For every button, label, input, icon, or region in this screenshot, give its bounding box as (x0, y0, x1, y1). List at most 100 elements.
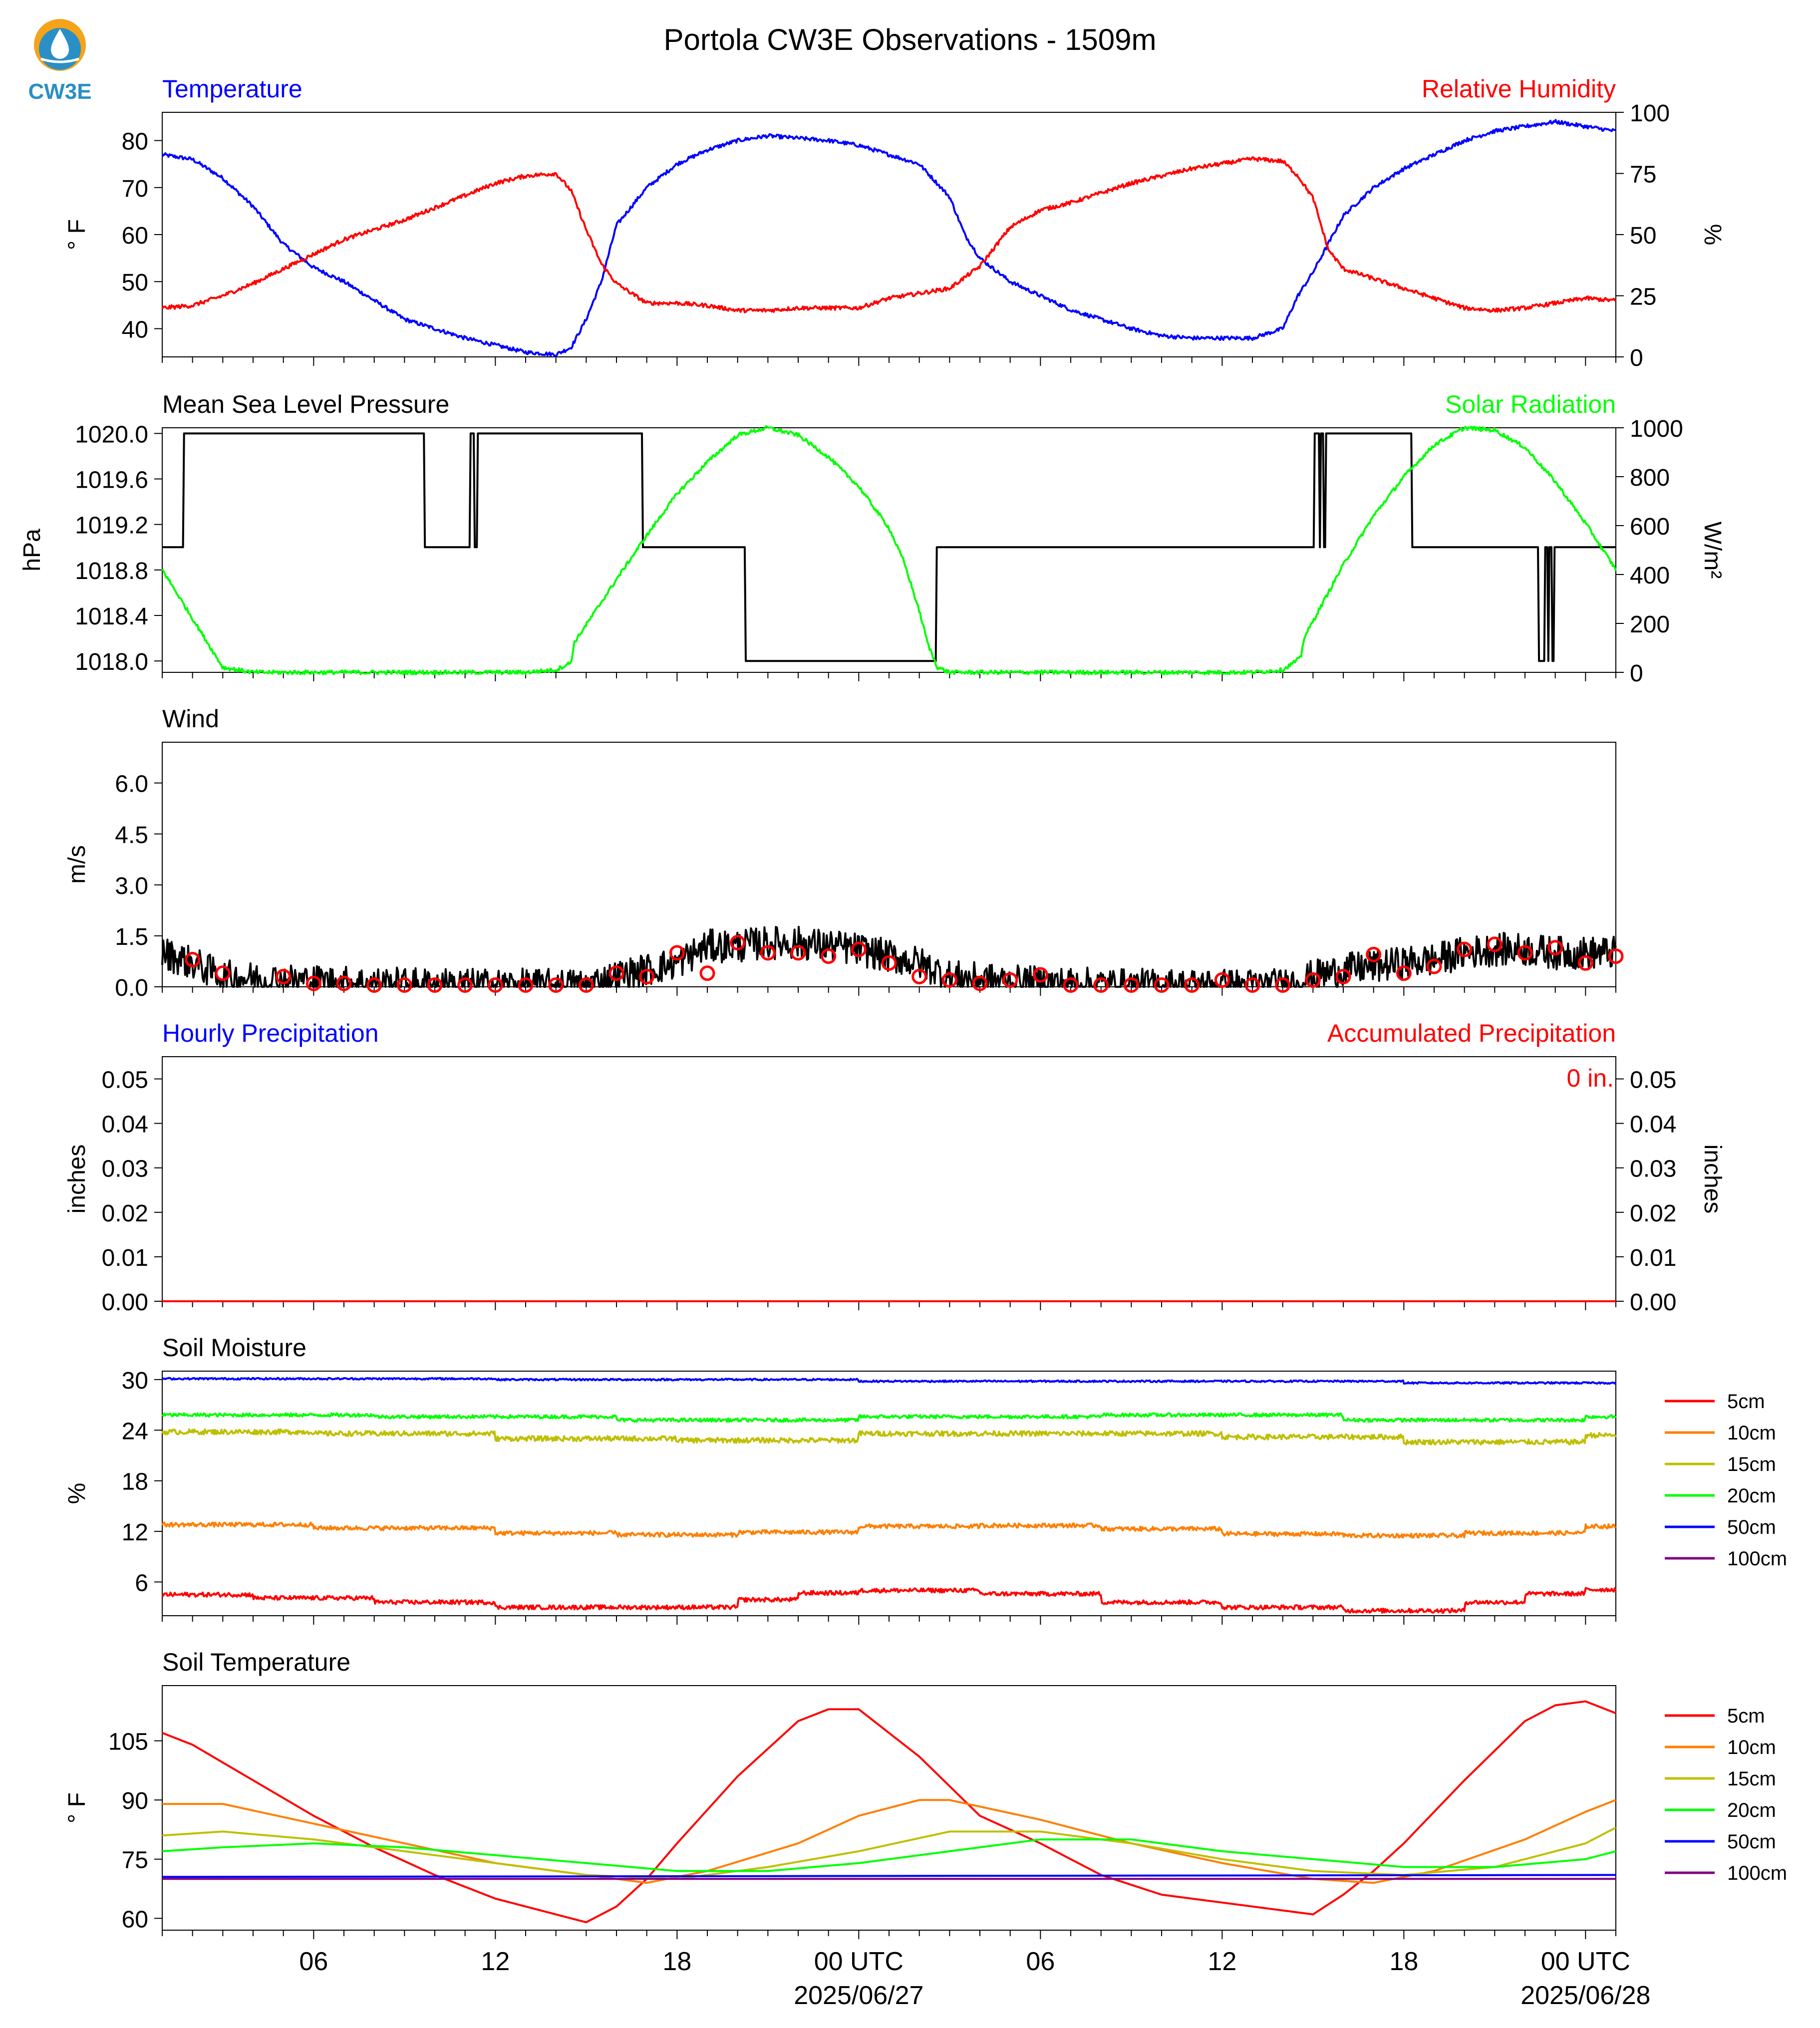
data-point (1093, 977, 1109, 993)
series-line-10cm (161, 1521, 1617, 1539)
data-point (851, 941, 867, 957)
data-point (457, 977, 473, 993)
data-point (1396, 965, 1412, 981)
data-point (578, 977, 594, 993)
legend-label: 20cm (1727, 1485, 1776, 1507)
data-point (972, 975, 988, 991)
data-point (1487, 936, 1503, 952)
y-tick-label: 6.0 (115, 771, 148, 798)
y-tick-label: 50 (122, 270, 148, 296)
legend-item: 10cm (1665, 1422, 1776, 1444)
y-axis-label: ° F (64, 219, 90, 250)
y2-tick-label: 50 (1630, 223, 1656, 249)
series-line-15cm (162, 1826, 1616, 1880)
panel-frame (162, 1056, 1616, 1302)
y2-tick-label: 25 (1630, 284, 1656, 310)
legend-label: 5cm (1727, 1391, 1765, 1413)
legend-item: 20cm (1665, 1799, 1776, 1821)
panel-title-right: Solar Radiation (1445, 390, 1616, 418)
y2-tick-label: 0.05 (1630, 1067, 1676, 1094)
legend-item: 5cm (1665, 1391, 1765, 1413)
series-line-50cm (162, 1874, 1616, 1878)
panel-soiltemp: Soil Temperature 60 75 90 105 ° F 5cm 10cm 15cm 2… (64, 1648, 1787, 1939)
y2-tick-label: 100 (1630, 100, 1670, 127)
y2-axis-label: % (1699, 224, 1726, 246)
data-point (881, 955, 897, 971)
data-point (396, 977, 412, 993)
y-tick-label: 4.5 (115, 822, 148, 849)
data-point (669, 945, 685, 961)
panel-title-left: Temperature (162, 75, 303, 103)
data-point (608, 965, 624, 981)
y-tick-label: 1018.8 (75, 558, 148, 584)
y-tick-label: 24 (122, 1418, 148, 1445)
panel-frame (162, 1371, 1616, 1616)
data-point (1275, 977, 1291, 993)
logo-text: CW3E (28, 79, 91, 104)
y-tick-label: 30 (122, 1368, 148, 1394)
series-line-20cm (162, 1838, 1616, 1872)
y-tick-label: 0.0 (115, 975, 148, 1001)
data-point (699, 965, 715, 981)
data-point (1154, 977, 1170, 993)
data-point (1457, 941, 1473, 957)
legend-label: 10cm (1727, 1422, 1776, 1444)
series-line-mean-sea-level-pressure (162, 432, 1616, 662)
legend-item: 15cm (1665, 1453, 1776, 1475)
y-tick-label: 105 (108, 1729, 148, 1755)
y-tick-label: 0.05 (102, 1067, 148, 1094)
legend-label: 15cm (1727, 1768, 1776, 1790)
panel-frame (162, 427, 1616, 673)
data-point (185, 952, 201, 968)
panels: Temperature Relative Humidity4050607080° … (19, 75, 1787, 1939)
data-point (1032, 967, 1048, 983)
x-tick-label: 18 (1389, 1947, 1418, 1976)
y2-tick-label: 0.00 (1630, 1289, 1676, 1316)
data-point (821, 948, 837, 964)
y2-tick-label: 0.01 (1630, 1245, 1676, 1271)
y-tick-label: 1020.0 (75, 421, 148, 448)
y-tick-label: 60 (122, 1906, 148, 1933)
legend-label: 50cm (1727, 1516, 1776, 1538)
x-tick-label: 12 (481, 1947, 510, 1976)
data-point (276, 969, 292, 985)
legend-label: 50cm (1727, 1831, 1776, 1853)
y-tick-label: 1019.6 (75, 467, 148, 494)
y-tick-label: 1018.4 (75, 603, 148, 630)
y-tick-label: 12 (122, 1519, 148, 1546)
data-point (336, 975, 352, 991)
data-point (215, 965, 231, 981)
series-line-50cm (161, 1377, 1617, 1385)
data-point (1305, 972, 1321, 988)
panel-title-right: Relative Humidity (1422, 75, 1616, 103)
data-point (1547, 940, 1563, 956)
x-tick-label: 06 (1026, 1947, 1055, 1976)
legend-item: 50cm (1665, 1831, 1776, 1853)
data-point (1002, 972, 1018, 988)
x-tick-label: 00 UTC (1541, 1947, 1630, 1976)
y-tick-label: 0.02 (102, 1200, 148, 1227)
panel-title-left: Soil Moisture (162, 1334, 306, 1362)
y-tick-label: 90 (122, 1788, 148, 1814)
data-point (1214, 972, 1230, 988)
legend-label: 100cm (1727, 1548, 1787, 1570)
panel-wind: Wind 0.0 1.5 3.0 4.5 6.0 m/s (64, 705, 1624, 1001)
legend-label: 15cm (1727, 1453, 1776, 1475)
series-line-temperature (161, 119, 1616, 357)
series-line-relative-humidity (161, 156, 1616, 313)
y-tick-label: 1018.0 (75, 649, 148, 675)
panel-title-left: Wind (162, 705, 219, 733)
data-point (1426, 958, 1442, 974)
legend-label: 100cm (1727, 1862, 1787, 1884)
data-point (941, 972, 957, 988)
legend-item: 100cm (1665, 1862, 1787, 1884)
figure-title: Portola CW3E Observations - 1509m (663, 23, 1156, 56)
y-axis-label: m/s (64, 845, 90, 883)
y-axis-label: % (64, 1483, 90, 1504)
series-line-20cm (161, 1412, 1617, 1423)
data-point (305, 975, 321, 991)
data-point (911, 969, 927, 985)
y-axis-label: inches (64, 1145, 90, 1214)
precip-total-annotation: 0 in. (1566, 1064, 1614, 1092)
